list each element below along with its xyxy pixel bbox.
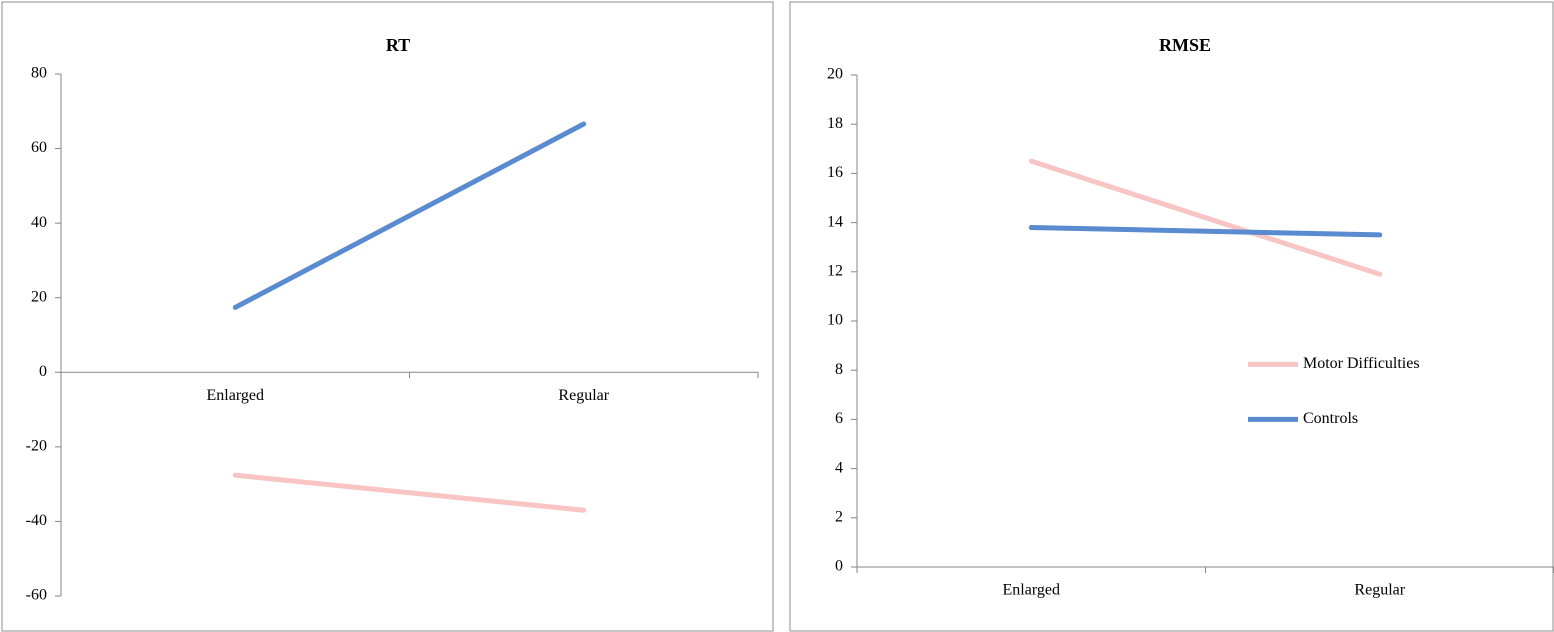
y-tick-label: 10 — [827, 312, 843, 329]
y-tick-label: 8 — [835, 361, 843, 378]
y-tick-label: 80 — [31, 65, 47, 82]
y-tick-label: 20 — [827, 66, 843, 83]
y-tick-label: 2 — [835, 508, 843, 525]
x-tick-label: Regular — [1354, 582, 1405, 599]
y-tick-label: -40 — [26, 512, 47, 529]
y-tick-label: 12 — [827, 262, 843, 279]
y-tick-label: 4 — [835, 459, 843, 476]
chart-frame — [1, 1, 774, 632]
legend-label: Controls — [1303, 410, 1358, 427]
chart-title: RMSE — [1159, 35, 1211, 55]
y-tick-label: -20 — [26, 438, 47, 455]
y-tick-label: 14 — [827, 213, 843, 230]
series-line — [232, 121, 587, 310]
y-tick-label: -60 — [26, 587, 47, 604]
legend-label: Motor Difficulties — [1303, 355, 1420, 372]
series-line — [1028, 158, 1383, 277]
x-tick-label: Regular — [558, 387, 609, 404]
chart-title: RT — [386, 35, 410, 55]
y-tick-label: 40 — [31, 214, 47, 231]
y-tick-label: 0 — [835, 558, 843, 575]
series-line — [232, 472, 587, 513]
y-tick-label: 6 — [835, 410, 843, 427]
chart-frame — [789, 1, 1554, 632]
y-tick-label: 18 — [827, 115, 843, 132]
x-tick-label: Enlarged — [1003, 582, 1060, 599]
x-tick-label: Enlarged — [207, 387, 264, 404]
y-tick-label: 60 — [31, 139, 47, 156]
y-tick-label: 0 — [39, 363, 47, 380]
y-tick-label: 20 — [31, 288, 47, 305]
series-line — [1028, 225, 1383, 238]
y-tick-label: 16 — [827, 164, 843, 181]
